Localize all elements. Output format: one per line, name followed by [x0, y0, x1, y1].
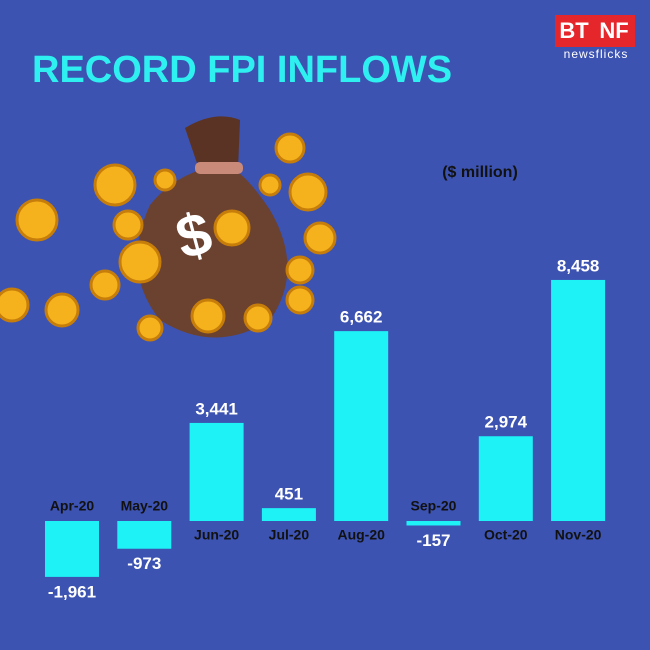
bar — [261, 508, 316, 521]
value-label: 2,974 — [485, 413, 528, 432]
logo-box — [555, 15, 635, 47]
bar — [551, 279, 606, 521]
logo: BT NF newsflicks — [555, 15, 635, 61]
bar — [334, 331, 389, 521]
money-bag-illustration: $ — [0, 116, 337, 342]
x-tick-label: Oct-20 — [484, 527, 528, 543]
bar — [189, 422, 244, 521]
bar — [406, 521, 461, 526]
bar — [45, 521, 99, 577]
value-label: -1,961 — [48, 582, 96, 601]
x-tick-label: Nov-20 — [555, 527, 602, 543]
bar — [117, 521, 172, 549]
logo-tagline: newsflicks — [564, 47, 629, 61]
x-tick-label: Apr-20 — [50, 498, 95, 514]
x-tick-label: Sep-20 — [411, 498, 457, 514]
x-tick-label: Aug-20 — [337, 527, 385, 543]
chart-subtitle: ($ million) — [442, 164, 518, 181]
value-label: -157 — [416, 531, 450, 550]
x-tick-label: Jun-20 — [194, 527, 239, 543]
value-label: -973 — [127, 554, 161, 573]
logo-left: BT — [559, 18, 589, 43]
logo-right: NF — [599, 18, 628, 43]
value-label: 8,458 — [557, 256, 600, 275]
value-label: 3,441 — [195, 399, 238, 418]
x-tick-label: Jul-20 — [269, 527, 310, 543]
x-tick-label: May-20 — [121, 498, 169, 514]
value-label: 451 — [275, 485, 303, 504]
bar — [478, 436, 533, 521]
chart-title: RECORD FPI INFLOWS — [32, 49, 452, 91]
value-label: 6,662 — [340, 308, 383, 327]
